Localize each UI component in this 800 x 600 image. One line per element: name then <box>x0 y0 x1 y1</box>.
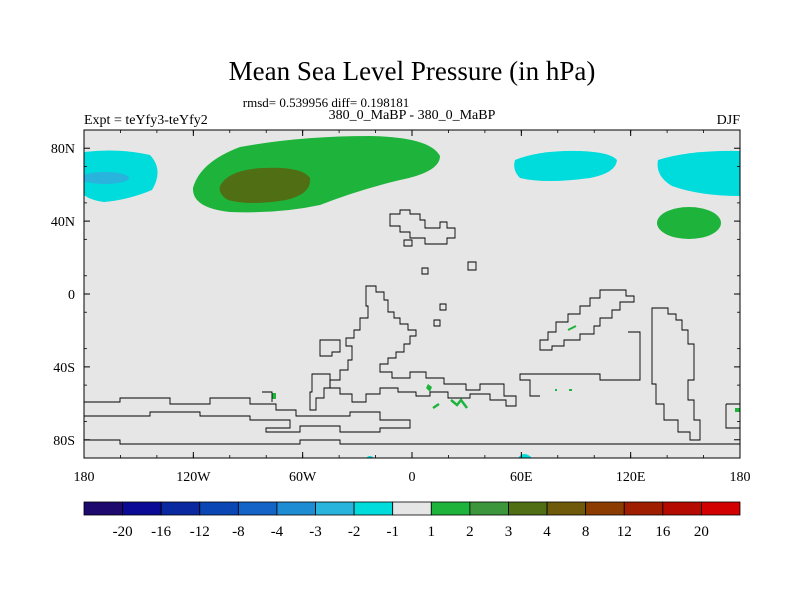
colorbar-swatch <box>701 501 741 516</box>
colorbar-swatch <box>662 501 702 516</box>
colorbar: -20 -16 -12 -8 -4 -3 -2 -1 1 2 3 4 8 12 16 20 <box>83 501 741 540</box>
colorbar-label: 2 <box>466 524 474 540</box>
coastline-east-south <box>651 307 701 441</box>
colorbar-label: 3 <box>505 524 513 540</box>
colorbar-label: 4 <box>543 524 551 540</box>
anomaly-north-atlantic-high-core <box>219 167 311 203</box>
y-tick-label: 40S <box>53 361 75 376</box>
coastline-arm-west <box>319 339 341 357</box>
y-tick-label: 0 <box>68 288 75 303</box>
colorbar-swatch <box>392 501 432 516</box>
colorbar-swatch <box>160 501 201 516</box>
coastline-western-bump <box>262 391 273 402</box>
colorbar-label: -1 <box>386 524 399 540</box>
colorbar-label: -2 <box>348 524 361 540</box>
anomaly-north-pacific-low-core <box>84 172 129 184</box>
colorbar-label: -12 <box>190 524 210 540</box>
colorbar-swatch <box>585 501 625 516</box>
x-tick-label: 0 <box>409 470 416 485</box>
coastline-isle-a <box>403 239 413 247</box>
coastlines <box>84 209 740 445</box>
anomaly-eurasia-low <box>514 150 617 181</box>
coastline-south-strip <box>84 397 411 433</box>
colorbar-swatch <box>276 501 316 516</box>
x-tick-label: 120W <box>176 470 211 485</box>
coastline-east-inlet <box>519 331 641 397</box>
coastline-isle-c <box>467 261 477 271</box>
anomaly-speckle-4 <box>567 325 577 331</box>
colorbar-label: 8 <box>582 524 590 540</box>
colorbar-swatch <box>315 501 355 516</box>
x-tick-label: 180 <box>74 470 95 485</box>
coastline-isle-d <box>439 303 447 311</box>
coastline-isle-e <box>433 319 441 327</box>
season-label: DJF <box>717 113 741 128</box>
map-background <box>84 130 740 458</box>
anomaly-speckle-5 <box>272 393 276 399</box>
period-label: 380_0_MaBP - 380_0_MaBP <box>329 108 496 123</box>
stats-subtitle: rmsd= 0.539956 diff= 0.198181 <box>243 95 409 110</box>
colorbar-swatch <box>353 501 394 516</box>
colorbar-swatch <box>199 501 239 516</box>
colorbar-swatch <box>623 501 664 516</box>
coastline-south-edge <box>84 439 740 445</box>
anomaly-layer <box>84 136 740 458</box>
colorbar-label: 20 <box>694 524 709 540</box>
colorbar-label: 16 <box>655 524 671 540</box>
anomaly-speckle-7 <box>569 389 572 391</box>
coastline-east-landmass <box>539 289 635 351</box>
anomaly-speckle-3 <box>432 402 440 410</box>
coastline-north-continent <box>389 209 456 245</box>
colorbar-label: -3 <box>309 524 322 540</box>
x-tick-label: 120E <box>616 470 646 485</box>
x-axis: 180 120W 60W 0 60E 120E 180 <box>74 130 751 485</box>
anomaly-speckle-2 <box>450 397 468 409</box>
x-tick-label: 180 <box>730 470 751 485</box>
anomaly-east-asia-low <box>657 150 740 196</box>
coastline-isle-b <box>421 267 429 275</box>
colorbar-swatch <box>508 501 548 516</box>
anomaly-speckle-1 <box>426 384 432 392</box>
colorbar-swatch <box>430 501 471 516</box>
coastline-arm-mid <box>309 373 331 411</box>
colorbar-label: 1 <box>428 524 436 540</box>
experiment-label: Expt = teYfy3-teYfy2 <box>84 113 208 128</box>
coastline-far-east <box>725 403 740 429</box>
y-axis: 80N 40N 0 40S 80S <box>51 129 740 459</box>
coastline-gondwana <box>329 285 517 407</box>
map-panel <box>83 129 741 459</box>
colorbar-swatch <box>237 501 278 516</box>
colorbar-swatch <box>469 501 509 516</box>
x-tick-label: 60W <box>289 470 317 485</box>
y-tick-label: 80N <box>51 142 75 157</box>
x-tick-label: 60E <box>510 470 533 485</box>
anomaly-speckle-6 <box>555 389 557 391</box>
y-tick-label: 80S <box>53 434 75 449</box>
colorbar-swatch <box>122 501 162 516</box>
colorbar-label: -8 <box>232 524 245 540</box>
y-tick-label: 40N <box>51 215 75 230</box>
colorbar-label: -20 <box>113 524 133 540</box>
colorbar-swatch <box>546 501 587 516</box>
anomaly-west-pacific-high <box>657 207 721 239</box>
colorbar-label: 12 <box>617 524 632 540</box>
colorbar-swatch <box>83 501 123 516</box>
colorbar-label: -16 <box>151 524 171 540</box>
chart-title: Mean Sea Level Pressure (in hPa) <box>229 56 596 86</box>
colorbar-label: -4 <box>271 524 284 540</box>
anomaly-speckle-8 <box>735 408 740 412</box>
